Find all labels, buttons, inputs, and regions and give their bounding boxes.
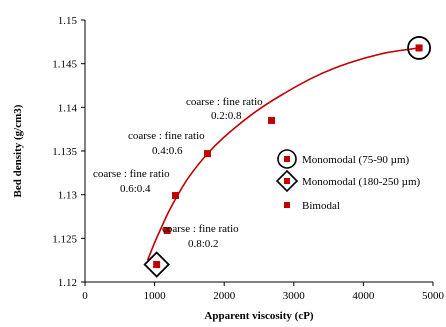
legend-square-marker bbox=[284, 156, 290, 162]
annotation-2-line2: 0.4:0.6 bbox=[152, 145, 183, 157]
y-tick-label: 1.145 bbox=[52, 59, 77, 71]
annotation-4-line1: coarse : fine ratio bbox=[162, 223, 239, 235]
annotation-4-line2: 0.8:0.2 bbox=[188, 238, 219, 250]
bimodal-data-point bbox=[415, 44, 423, 52]
annotation-1-line1: coarse : fine ratio bbox=[186, 96, 263, 108]
x-axis-title: Apparent viscosity (cP) bbox=[204, 310, 314, 322]
bimodal-data-point bbox=[163, 226, 171, 234]
fit-curve-layer bbox=[146, 47, 420, 261]
monomodal-75-90-marker bbox=[407, 36, 431, 60]
legend: Monomodal (75-90 µm) Monomodal (180-250 … bbox=[275, 149, 420, 212]
annotation-3-line2: 0.6:0.4 bbox=[120, 183, 151, 195]
highlight-layer bbox=[143, 36, 431, 278]
legend-label-bimodal: Bimodal bbox=[302, 200, 340, 212]
legend-square-marker bbox=[284, 178, 290, 184]
bimodal-data-point bbox=[153, 261, 161, 269]
fit-curve bbox=[146, 47, 420, 261]
annotation-1-line2: 0.2:0.8 bbox=[211, 110, 242, 122]
legend-item-monomodal-180-250: Monomodal (180-250 µm) bbox=[275, 169, 420, 193]
annotation-3-line1: coarse : fine ratio bbox=[93, 168, 170, 180]
y-tick-label: 1.125 bbox=[52, 233, 77, 245]
monomodal-180-250-marker bbox=[143, 251, 170, 278]
bimodal-data-point bbox=[268, 116, 276, 124]
y-tick-label: 1.12 bbox=[58, 277, 77, 289]
y-tick-label: 1.135 bbox=[52, 146, 77, 158]
bimodal-data-point bbox=[203, 150, 211, 158]
x-tick-label: 4000 bbox=[352, 290, 375, 302]
points-layer bbox=[153, 44, 423, 269]
y-axis-title: Bed density (g/cm3) bbox=[12, 104, 24, 197]
y-tick-label: 1.13 bbox=[58, 190, 78, 202]
legend-diamond-marker bbox=[275, 169, 299, 193]
x-tick-label: 1000 bbox=[144, 290, 167, 302]
legend-square-marker bbox=[284, 202, 290, 208]
legend-item-bimodal: Bimodal bbox=[284, 200, 340, 212]
annotation-2-line1: coarse : fine ratio bbox=[128, 130, 205, 142]
bimodal-data-point bbox=[171, 192, 179, 200]
legend-item-monomodal-75-90: Monomodal (75-90 µm) bbox=[277, 149, 409, 169]
axes bbox=[84, 20, 433, 283]
x-tick-label: 3000 bbox=[283, 290, 306, 302]
x-tick-label: 5000 bbox=[422, 290, 445, 302]
y-tick-label: 1.15 bbox=[58, 15, 78, 27]
ticks: 0 1000 2000 3000 4000 5000 1.12 1.125 1.13 1.135 1… bbox=[52, 15, 444, 302]
x-tick-label: 0 bbox=[82, 290, 88, 302]
legend-label-monomodal-180-250: Monomodal (180-250 µm) bbox=[302, 176, 420, 188]
annotations: coarse : fine ratio 0.2:0.8 coarse : fin… bbox=[93, 96, 263, 250]
legend-circle-marker bbox=[277, 149, 297, 169]
y-tick-label: 1.14 bbox=[58, 102, 78, 114]
legend-label-monomodal-75-90: Monomodal (75-90 µm) bbox=[302, 154, 409, 166]
x-tick-label: 2000 bbox=[213, 290, 236, 302]
